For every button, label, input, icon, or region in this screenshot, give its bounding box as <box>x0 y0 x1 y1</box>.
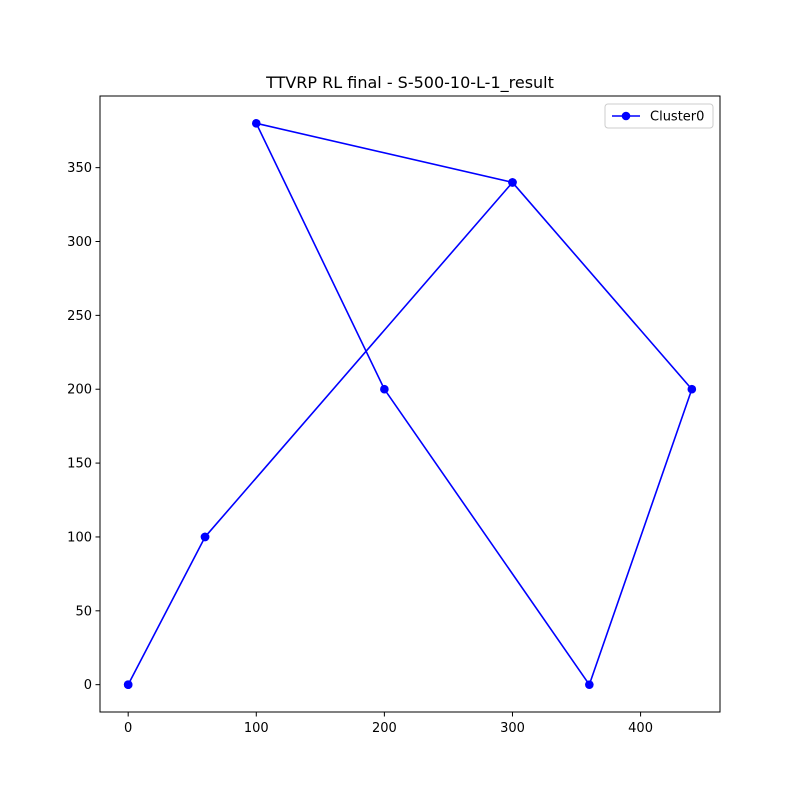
x-tick-label: 300 <box>500 721 525 736</box>
legend-box <box>604 103 714 129</box>
data-point <box>380 384 389 394</box>
data-point <box>251 119 261 128</box>
plot-frame <box>99 95 721 713</box>
data-point <box>123 680 133 689</box>
y-tick-label: 100 <box>67 530 92 545</box>
y-tick-label: 150 <box>67 457 92 472</box>
chart-title: TTVRP RL final - S-500-10-L-1_result <box>265 73 554 93</box>
y-tick-label: 350 <box>67 161 92 176</box>
y-tick-label: 200 <box>67 383 92 398</box>
legend-label: Cluster0 <box>650 110 704 125</box>
y-tick-label: 0 <box>84 678 92 693</box>
y-tick-label: 250 <box>67 309 92 324</box>
data-point <box>585 680 594 689</box>
data-point <box>200 532 210 542</box>
series-line-cluster0 <box>127 122 693 686</box>
data-point <box>687 384 697 394</box>
legend: Cluster0 <box>604 103 714 129</box>
x-tick-label: 0 <box>124 721 132 736</box>
data-point <box>508 178 517 187</box>
axes-layer: 0 100 200 300 400 0 50 100 150 200 250 300 350 <box>67 161 653 736</box>
x-tick-label: 400 <box>628 721 653 736</box>
x-tick-label: 200 <box>372 721 397 736</box>
legend-marker <box>621 111 631 121</box>
y-tick-label: 50 <box>75 604 92 619</box>
plot-layer <box>123 119 697 689</box>
y-tick-label: 300 <box>67 235 92 250</box>
x-tick-label: 100 <box>244 721 269 736</box>
